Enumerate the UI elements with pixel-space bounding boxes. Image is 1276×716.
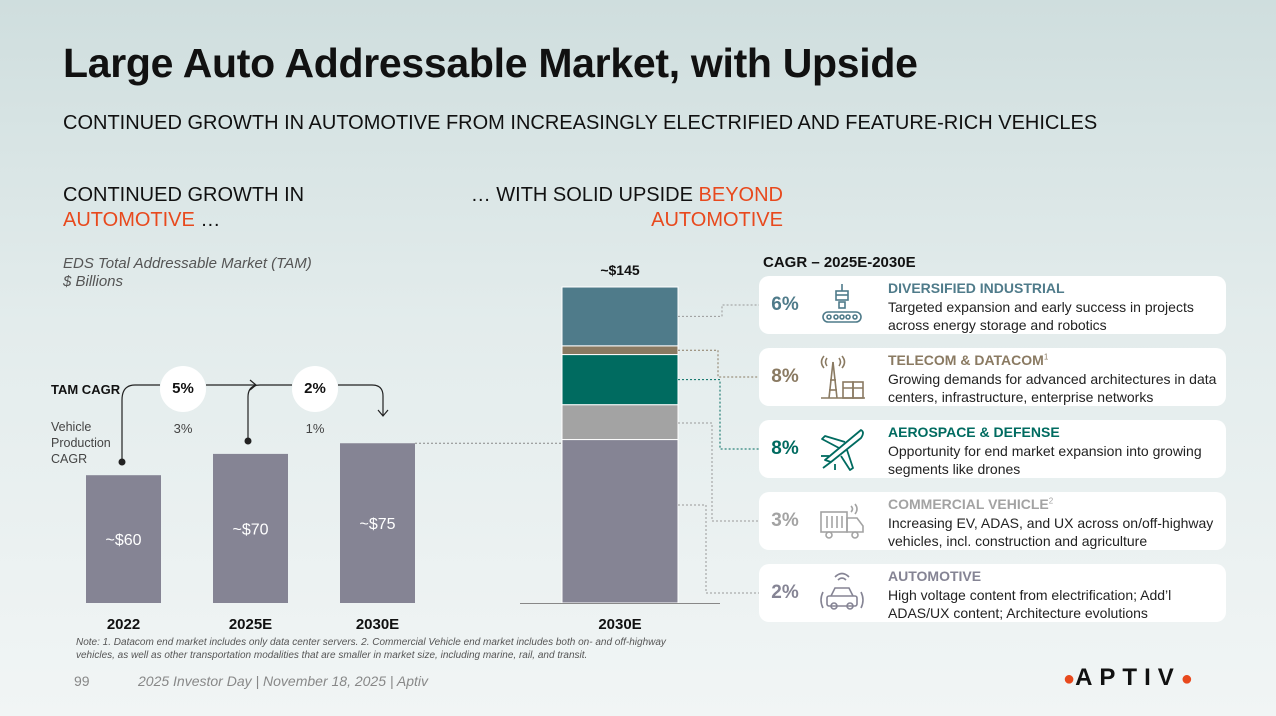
logo-dot-right: ● (1180, 668, 1193, 690)
cagr-header: CAGR – 2025E-2030E (763, 254, 916, 271)
tam-cagr-bubble-2: 2% (292, 366, 338, 412)
vehicle-cagr-label: Vehicle Production CAGR (51, 419, 111, 467)
segment-connector (678, 504, 759, 594)
segment-title-text: TELECOM & DATACOM (888, 352, 1044, 368)
left-section-heading: CONTINUED GROWTH IN AUTOMOTIVE … (63, 183, 304, 233)
segment-card-aerospace-defense: 8% AEROSPACE & DEFENSE Opportunity for e… (759, 420, 1226, 478)
tam-year-label: 2030E (356, 616, 399, 633)
segment-title: AEROSPACE & DEFENSE (888, 424, 1060, 440)
tam-label-line2: $ Billions (63, 273, 124, 290)
tam-bar-value-label: ~$60 (105, 532, 141, 549)
page-title: Large Auto Addressable Market, with Upsi… (63, 40, 918, 86)
segment-title: AUTOMOTIVE (888, 568, 981, 584)
segment-card-telecom-datacom: 8% TELECOM & DATACOM1 Growing demands fo… (759, 348, 1226, 406)
vehicle-cagr-line1: Vehicle (51, 420, 92, 434)
right-section-heading: … WITH SOLID UPSIDE BEYOND AUTOMOTIVE (440, 183, 783, 233)
stacked-total-label: ~$145 (600, 262, 640, 278)
tam-cagr-bubble-1: 5% (160, 366, 206, 412)
tam-bar-value-label: ~$70 (232, 521, 268, 538)
page-number: 99 (74, 673, 90, 689)
segment-cagr: 6% (771, 294, 799, 315)
tam-bar-value-label: ~$75 (359, 516, 395, 533)
segment-description: Targeted expansion and early success in … (888, 299, 1194, 333)
stacked-segment-aerospace-defense (561, 354, 679, 406)
vehicle-cagr-value-1: 3% (173, 421, 193, 436)
segment-description: Growing demands for advanced architectur… (888, 371, 1217, 405)
stacked-segment-diversified-industrial (561, 286, 679, 347)
tam-label: EDS Total Addressable Market (TAM) $ Bil… (63, 255, 312, 291)
segment-connector (678, 304, 759, 317)
right-heading-highlight1: BEYOND (698, 184, 783, 206)
segment-connector (678, 349, 759, 378)
tam-bar (340, 443, 415, 603)
truck-icon (820, 503, 864, 539)
stacked-year-label: 2030E (598, 616, 641, 633)
connector-arrow-line (338, 384, 384, 416)
segment-title: DIVERSIFIED INDUSTRIAL (888, 280, 1065, 296)
tam-cagr-label: TAM CAGR (51, 382, 121, 397)
page-subtitle: CONTINUED GROWTH IN AUTOMOTIVE FROM INCR… (63, 112, 1098, 134)
segment-title-text: COMMERCIAL VEHICLE (888, 496, 1049, 512)
segment-card-diversified-industrial: 6% DIVERSIFIED INDUSTRIAL Targeted expan… (759, 276, 1226, 334)
left-heading-highlight: AUTOMOTIVE (63, 209, 195, 231)
right-heading-highlight2: AUTOMOTIVE (651, 209, 783, 231)
segment-cagr: 8% (771, 438, 799, 459)
segment-connector (678, 422, 759, 522)
stacked-segment-telecom-datacom (561, 345, 679, 356)
conveyor-robot-icon (822, 284, 862, 323)
segment-footnote: 2 (1048, 496, 1054, 506)
segment-cagr: 3% (771, 510, 799, 531)
left-heading-suffix: … (194, 209, 221, 231)
logo-dot-left: ● (1063, 668, 1076, 690)
segment-title: TELECOM & DATACOM1 (888, 352, 1048, 368)
segment-description: Increasing EV, ADAS, and UX across on/of… (888, 515, 1214, 549)
footer-text: 2025 Investor Day | November 18, 2025 | … (138, 673, 429, 689)
tam-year-label: 2025E (229, 616, 272, 633)
segment-title-text: DIVERSIFIED INDUSTRIAL (888, 280, 1065, 296)
segment-title-text: AUTOMOTIVE (888, 568, 982, 584)
right-heading-prefix: … WITH SOLID UPSIDE (470, 184, 699, 206)
segment-description: Opportunity for end market expansion int… (888, 443, 1202, 477)
tam-label-line1: EDS Total Addressable Market (TAM) (63, 255, 312, 272)
segment-card-automotive: 2% AUTOMOTIVE High voltage content from … (759, 564, 1226, 622)
connected-car-icon (820, 572, 864, 610)
segment-description: High voltage content from electrificatio… (888, 587, 1172, 621)
segment-connector (678, 379, 759, 450)
tam-year-label: 2022 (107, 616, 140, 633)
segment-cagr: 2% (771, 582, 799, 603)
segment-card-commercial-vehicle: 3% COMMERCIAL VEHICLE2 Increasing EV, AD… (759, 492, 1226, 550)
segment-title: COMMERCIAL VEHICLE2 (888, 496, 1053, 512)
tam-bar (213, 453, 288, 603)
logo-text: APTIV (1075, 664, 1181, 691)
left-heading-line1: CONTINUED GROWTH IN (63, 184, 305, 206)
tam-bar (86, 475, 161, 603)
connector-line (121, 384, 160, 462)
vehicle-cagr-value-2: 1% (305, 421, 325, 436)
stacked-segment-automotive (561, 439, 679, 604)
vehicle-cagr-line3: CAGR (51, 452, 88, 466)
aptiv-logo: ●APTIV● (1063, 664, 1193, 692)
segment-title-text: AEROSPACE & DEFENSE (888, 424, 1060, 440)
cell-tower-icon (820, 355, 865, 399)
segment-footnote: 1 (1043, 352, 1049, 362)
connector-dot (244, 437, 252, 445)
vehicle-cagr-line2: Production (51, 436, 111, 450)
arrowhead (377, 409, 389, 417)
connector-line (247, 384, 292, 441)
connector-dot (118, 458, 126, 466)
airplane-icon (821, 429, 864, 471)
stacked-segment-commercial-vehicle (561, 404, 679, 441)
segment-cagr: 8% (771, 366, 799, 387)
footnote: Note: 1. Datacom end market includes onl… (76, 637, 666, 661)
